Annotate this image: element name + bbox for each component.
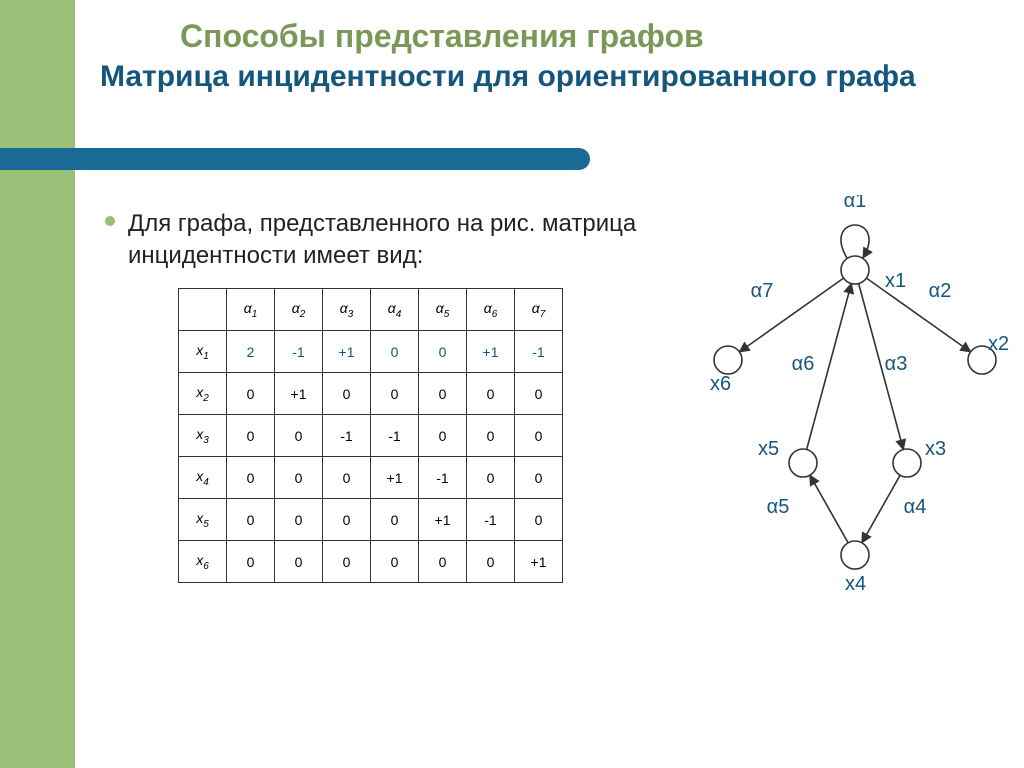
cell: 0 [227,457,275,499]
cell: -1 [323,415,371,457]
cell: 0 [275,499,323,541]
table-corner-cell [179,289,227,331]
cell: -1 [371,415,419,457]
blue-divider-bar [0,148,590,170]
cell: 0 [371,373,419,415]
table-row: x6 0 0 0 0 0 0 +1 [179,541,563,583]
cell: 0 [227,373,275,415]
svg-text:α4: α4 [904,496,927,518]
svg-text:x4: x4 [845,573,866,595]
svg-text:α1: α1 [844,195,867,212]
cell: 0 [515,415,563,457]
slide-supertitle: Способы представления графов [180,18,980,55]
col-header: α5 [419,289,467,331]
cell: +1 [323,331,371,373]
cell: 0 [371,331,419,373]
cell: 0 [419,373,467,415]
cell: 0 [323,541,371,583]
cell: 0 [323,457,371,499]
cell: 0 [371,499,419,541]
cell: 0 [467,541,515,583]
cell: 0 [371,541,419,583]
cell: -1 [467,499,515,541]
incidence-matrix-table: α1 α2 α3 α4 α5 α6 α7 x1 2 -1 +1 0 0 +1 -… [178,288,563,583]
left-accent-band [0,0,75,768]
table-header-row: α1 α2 α3 α4 α5 α6 α7 [179,289,563,331]
svg-text:x2: x2 [988,333,1009,355]
svg-text:α2: α2 [929,280,952,302]
col-header: α7 [515,289,563,331]
cell: 0 [419,541,467,583]
cell: 0 [467,457,515,499]
col-header: α1 [227,289,275,331]
table-row: x3 0 0 -1 -1 0 0 0 [179,415,563,457]
slide-title: Матрица инцидентности для ориентированно… [100,59,980,95]
graph-diagram: α1 α2 α3 α4 α5 α6 α7 x1 x2 x3 x4 x5 x6 [700,195,1010,625]
table-row: x5 0 0 0 0 +1 -1 0 [179,499,563,541]
svg-text:α5: α5 [767,496,790,518]
col-header: α6 [467,289,515,331]
cell: 0 [467,415,515,457]
table-row: x1 2 -1 +1 0 0 +1 -1 [179,331,563,373]
slide-title-area: Способы представления графов Матрица инц… [100,18,980,95]
cell: -1 [515,331,563,373]
cell: 0 [275,415,323,457]
cell: +1 [467,331,515,373]
svg-text:α7: α7 [751,280,774,302]
cell: 0 [323,373,371,415]
cell: 0 [419,331,467,373]
row-header: x4 [179,457,227,499]
cell: 0 [515,373,563,415]
svg-text:x1: x1 [885,270,906,292]
svg-text:α3: α3 [885,353,908,375]
cell: +1 [515,541,563,583]
cell: 0 [515,499,563,541]
svg-text:x5: x5 [758,438,779,460]
table-row: x2 0 +1 0 0 0 0 0 [179,373,563,415]
col-header: α2 [275,289,323,331]
cell: +1 [371,457,419,499]
bullet-text: Для графа, представленного на рис. матри… [128,208,688,273]
cell: 0 [515,457,563,499]
row-header: x2 [179,373,227,415]
row-header: x1 [179,331,227,373]
table-row: x4 0 0 0 +1 -1 0 0 [179,457,563,499]
cell: 0 [227,499,275,541]
row-header: x3 [179,415,227,457]
bullet-icon [105,216,115,226]
cell: +1 [275,373,323,415]
cell: -1 [275,331,323,373]
col-header: α3 [323,289,371,331]
cell: 0 [275,457,323,499]
cell: 0 [467,373,515,415]
cell: 0 [227,541,275,583]
row-header: x6 [179,541,227,583]
cell: 0 [323,499,371,541]
cell: 0 [419,415,467,457]
svg-text:α6: α6 [792,353,815,375]
col-header: α4 [371,289,419,331]
svg-text:x6: x6 [710,373,731,395]
cell: -1 [419,457,467,499]
row-header: x5 [179,499,227,541]
cell: 0 [275,541,323,583]
cell: 0 [227,415,275,457]
cell: +1 [419,499,467,541]
cell: 2 [227,331,275,373]
svg-text:x3: x3 [925,438,946,460]
